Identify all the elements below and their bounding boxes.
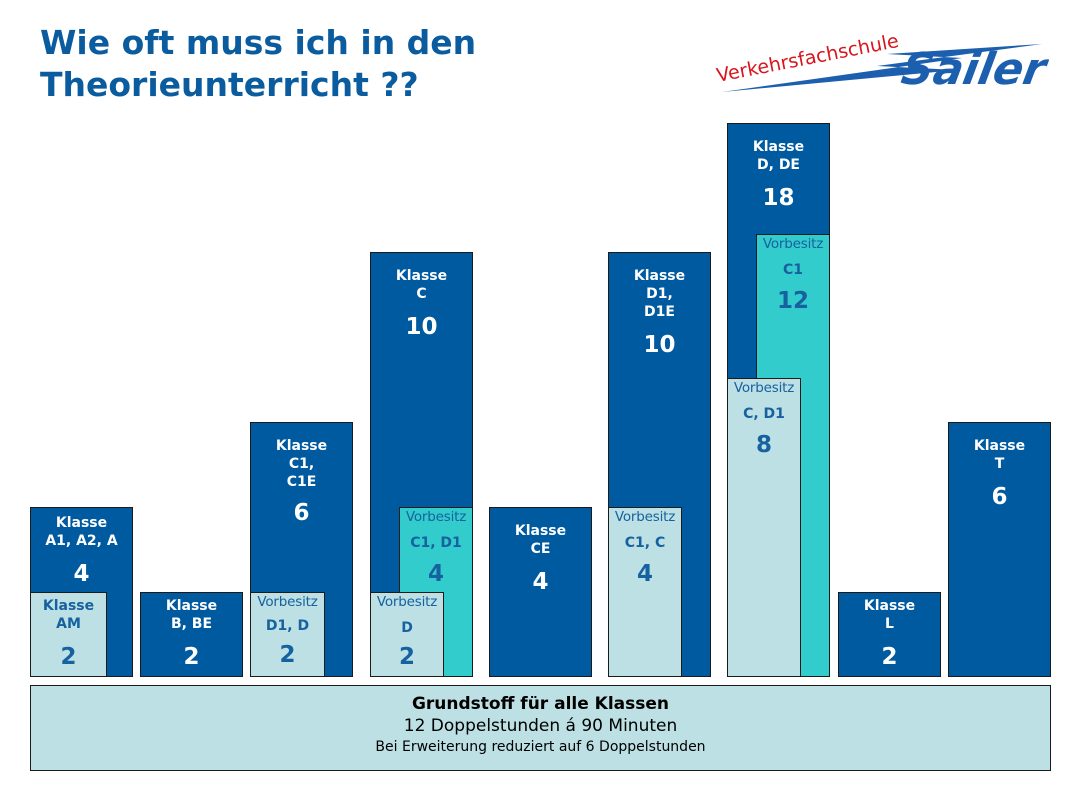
bar-value: 4 <box>636 561 653 587</box>
bar-class-names: C, D1 <box>743 406 785 422</box>
bar-class-names-2: C1E <box>286 474 317 490</box>
bar-klasse-ce: Klasse CE 4 <box>489 507 592 677</box>
bar-class-names: L <box>885 616 894 632</box>
bar-value: 18 <box>762 185 795 211</box>
bar-value: 6 <box>991 484 1008 510</box>
grundstoff-hours: 12 Doppelstunden á 90 Minuten <box>403 716 678 736</box>
bar-vorbesitz-d: Vorbesitz D 2 <box>370 592 444 677</box>
bar-class-names-2: D1E <box>644 304 675 320</box>
bar-class-names: D1, <box>646 286 673 302</box>
grundstoff-note: Bei Erweiterung reduziert auf 6 Doppelst… <box>375 739 706 755</box>
bar-class-names: D <box>401 620 413 636</box>
bar-prefix: Vorbesitz <box>257 594 318 610</box>
bar-prefix: Vorbesitz <box>762 236 824 252</box>
bar-class-names: C <box>416 286 427 302</box>
bar-class-label: Klasse <box>752 139 805 155</box>
bar-class-label: Klasse <box>633 268 686 284</box>
bar-value: 8 <box>755 432 772 458</box>
bar-class-names: C1, D1 <box>410 535 462 551</box>
bar-class-names: T <box>994 456 1005 472</box>
bar-class-names: C1, <box>288 456 315 472</box>
bar-value: 2 <box>60 644 77 670</box>
bar-class-label: Klasse <box>275 438 328 454</box>
bar-value: 2 <box>279 642 296 668</box>
bar-value: 12 <box>776 288 809 314</box>
bar-value: 10 <box>405 314 438 340</box>
bar-value: 2 <box>398 644 415 670</box>
bar-class-names: A1, A2, A <box>45 533 118 549</box>
bar-klasse-t: Klasse T 6 <box>948 422 1051 677</box>
bar-class-names: B, BE <box>170 616 213 632</box>
bar-klasse-am: Klasse AM 2 <box>30 592 107 677</box>
bar-class-names: D, DE <box>757 157 800 173</box>
logo-top-text: Verkehrsfachschule <box>715 30 901 87</box>
bar-vorbesitz-c-d1: Vorbesitz C, D1 8 <box>727 378 801 677</box>
bar-class-names: C1, C <box>624 535 666 551</box>
bar-prefix: Vorbesitz <box>733 380 795 396</box>
school-logo: Sailer Verkehrsfachschule <box>715 30 1053 95</box>
title-line-1: Wie oft muss ich in den <box>40 23 477 62</box>
bar-class-names: CE <box>530 541 551 557</box>
bar-class-names: C1 <box>782 262 803 278</box>
bar-value: 4 <box>532 569 549 595</box>
bar-class-label: Klasse <box>42 598 95 614</box>
bar-class-label: Klasse <box>973 438 1026 454</box>
grundstoff-heading: Grundstoff für alle Klassen <box>411 694 670 714</box>
logo-brand-text: Sailer <box>898 44 1053 95</box>
bar-value: 6 <box>293 500 310 526</box>
bar-value: 10 <box>643 332 676 358</box>
bar-class-label: Klasse <box>55 515 108 531</box>
bar-vorbesitz-c1-c: Vorbesitz C1, C 4 <box>608 507 682 677</box>
bar-class-label: Klasse <box>863 598 916 614</box>
bar-vorbesitz-d1-d: Vorbesitz D1, D 2 <box>250 592 325 677</box>
bar-class-names: AM <box>56 616 81 632</box>
bar-klasse-b: Klasse B, BE 2 <box>140 592 243 677</box>
bar-prefix: Vorbesitz <box>405 509 467 525</box>
bar-value: 4 <box>73 561 90 587</box>
title-line-2: Theorieunterricht ?? <box>40 65 419 104</box>
bar-class-label: Klasse <box>514 523 567 539</box>
bar-value: 2 <box>881 644 898 670</box>
bar-klasse-l: Klasse L 2 <box>838 592 941 677</box>
grundstoff-box: Grundstoff für alle Klassen 12 Doppelstu… <box>30 685 1051 771</box>
bar-class-names: D1, D <box>265 618 310 634</box>
page-title: Wie oft muss ich in den Theorieunterrich… <box>40 22 476 106</box>
bar-prefix: Vorbesitz <box>376 594 438 610</box>
bar-value: 2 <box>183 644 200 670</box>
bar-class-label: Klasse <box>395 268 448 284</box>
bar-prefix: Vorbesitz <box>614 509 676 525</box>
bar-value: 4 <box>427 561 444 587</box>
bar-class-label: Klasse <box>165 598 218 614</box>
